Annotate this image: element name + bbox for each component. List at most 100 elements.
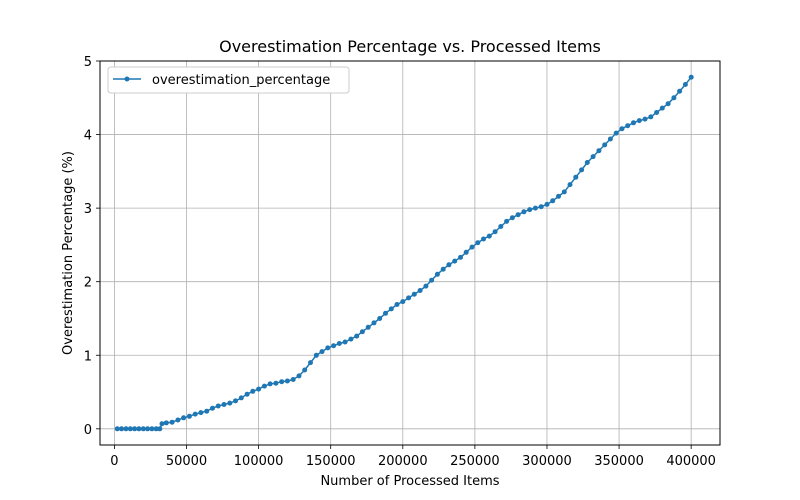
data-point [544,201,550,207]
data-point [159,421,165,427]
data-point [186,413,192,419]
legend-marker-icon [124,76,130,82]
data-point [573,174,579,180]
data-point [145,426,151,432]
data-point [434,271,440,277]
data-point [388,306,394,312]
x-tick-label: 300000 [522,454,572,469]
data-point [227,400,233,406]
y-tick-label: 2 [84,276,92,291]
data-point [659,105,665,111]
data-point [509,215,515,221]
data-point [458,254,463,260]
data-point [429,277,435,283]
data-point [527,207,533,213]
data-point [331,343,337,349]
y-axis: 0 1 2 3 4 5 [84,55,100,438]
data-point [636,118,642,124]
data-point [394,302,400,307]
series-layer [114,74,694,432]
data-point [486,233,492,239]
data-point [411,291,417,297]
data-point [423,283,429,289]
data-point [157,426,163,432]
y-tick-label: 4 [84,129,92,144]
data-point [498,224,504,229]
data-point [469,244,475,250]
x-axis-label: Number of Processed Items [320,474,499,489]
data-point [192,411,198,417]
legend-box [107,66,350,94]
data-point [538,204,544,210]
data-point [296,373,302,379]
data-point [132,426,138,432]
data-point [590,154,596,160]
legend: overestimation_percentage [107,66,350,94]
data-point [198,410,204,416]
data-point [682,82,688,87]
data-point [481,236,486,242]
data-point [313,352,319,358]
data-point [308,360,313,366]
data-point [221,402,227,407]
y-tick-label: 3 [84,202,92,217]
data-point [579,167,585,173]
data-point [256,386,262,392]
data-point [671,95,677,101]
data-point [475,240,481,246]
data-point [244,391,250,397]
data-point [596,148,602,154]
data-point [279,379,285,385]
data-point [359,329,365,335]
data-point [163,420,169,426]
data-point [584,160,590,165]
data-point [348,336,354,342]
data-point [607,136,613,142]
data-point [677,88,683,94]
data-point [463,249,469,255]
x-tick-label: 350000 [594,454,644,469]
data-point [515,212,521,218]
x-tick-label: 200000 [378,454,428,469]
x-axis: 0 50000 100000 150000 200000 250000 300000 3500… [110,445,716,469]
data-point [284,378,290,384]
data-point [119,426,125,432]
data-point [446,262,452,268]
legend-label: overestimation_percentage [152,73,330,88]
data-point [561,189,567,195]
plot-frame [99,60,721,446]
data-point [319,349,325,355]
data-point [325,345,331,351]
data-point [250,388,256,394]
data-point [602,142,608,148]
x-tick-label: 100000 [234,454,284,469]
data-point [140,426,146,432]
data-point [406,295,412,301]
data-point [354,333,360,339]
data-point [625,123,631,129]
data-point [261,383,267,389]
data-point [556,193,561,199]
data-point [136,426,142,432]
chart-title: Overestimation Percentage vs. Processed … [219,37,601,56]
data-point [215,403,221,409]
data-point [665,101,671,107]
data-point [233,398,238,404]
data-point [452,258,458,264]
data-point [631,120,636,126]
data-point [149,426,155,432]
data-point [492,229,498,235]
x-tick-label: 400000 [666,454,716,469]
data-point [204,408,210,414]
data-point [642,116,648,122]
data-point [648,114,654,120]
data-point [238,395,244,401]
y-tick-label: 5 [84,55,92,70]
data-point [175,417,181,423]
data-point [619,126,625,132]
x-tick-label: 0 [110,454,118,469]
data-point [521,209,527,215]
data-point [440,266,446,272]
x-tick-label: 150000 [306,454,356,469]
data-point [273,380,279,386]
